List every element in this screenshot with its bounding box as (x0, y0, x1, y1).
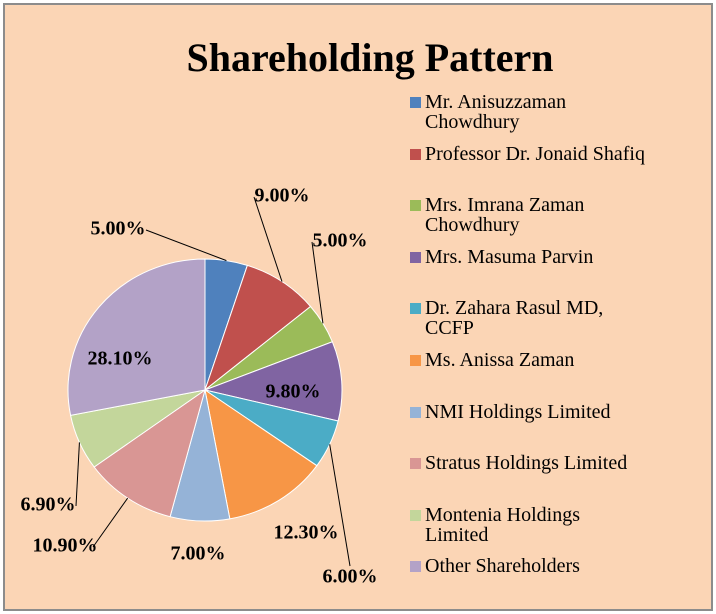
legend-label: Professor Dr. Jonaid Shafiq (425, 142, 645, 165)
data-label: 7.00% (171, 543, 226, 565)
pie-slice (204, 388, 318, 520)
leader-line (145, 229, 227, 262)
data-label: 12.30% (274, 522, 339, 544)
legend-swatch (410, 200, 421, 212)
data-label: 6.90% (21, 494, 76, 516)
legend-entry: Mrs. Imrana Zaman Chowdhury (410, 195, 650, 235)
data-label: 10.90% (33, 535, 98, 557)
leader-line (75, 442, 80, 507)
legend-entry: Stratus Holdings Limited (410, 453, 650, 473)
legend-entry: Dr. Zahara Rasul MD, CCFP (410, 298, 650, 338)
legend-entry: Professor Dr. Jonaid Shafiq (410, 144, 650, 164)
legend-swatch (410, 251, 421, 263)
leader-line (311, 241, 324, 324)
data-label: 9.00% (255, 185, 310, 207)
legend-label: NMI Holdings Limited (425, 400, 611, 423)
legend-entry: Other Shareholders (410, 556, 650, 576)
legend-entry: Ms. Anissa Zaman (410, 350, 650, 370)
pie-slice (203, 341, 343, 422)
legend-swatch (410, 303, 421, 315)
legend-swatch (410, 509, 421, 521)
legend-entry: NMI Holdings Limited (410, 402, 650, 422)
legend-label: Ms. Anissa Zaman (425, 349, 575, 371)
pie-slice (67, 258, 206, 416)
leader-line (92, 497, 129, 548)
legend-entry: Montenia Holdings Limited (410, 505, 650, 545)
data-label: 5.00% (313, 230, 368, 252)
legend-entry: Mr. Anisuzzaman Chowdhury (410, 92, 650, 132)
legend-label: Dr. Zahara Rasul MD, CCFP (425, 297, 604, 340)
data-label: 5.00% (91, 218, 146, 240)
legend-swatch (410, 561, 421, 573)
legend-swatch (410, 97, 421, 108)
legend-swatch (410, 406, 421, 418)
legend-swatch (410, 355, 421, 366)
leader-line (253, 196, 283, 282)
legend-swatch (410, 148, 421, 160)
data-label: 28.10% (88, 348, 153, 370)
data-label: 9.80% (266, 381, 321, 403)
legend-label: Other Shareholders (425, 555, 580, 578)
legend-label: Montenia Holdings Limited (425, 503, 580, 546)
legend-label: Mrs. Imrana Zaman Chowdhury (425, 194, 585, 237)
legend-swatch (410, 458, 421, 470)
chart-title: Shareholding Pattern (186, 35, 553, 80)
legend-label: Mr. Anisuzzaman Chowdhury (425, 91, 567, 133)
legend-entry: Mrs. Masuma Parvin (410, 247, 650, 267)
leader-line (329, 444, 351, 567)
legend-label: Stratus Holdings Limited (425, 452, 628, 475)
data-label: 6.00% (323, 566, 378, 588)
legend-label: Mrs. Masuma Parvin (425, 245, 594, 268)
